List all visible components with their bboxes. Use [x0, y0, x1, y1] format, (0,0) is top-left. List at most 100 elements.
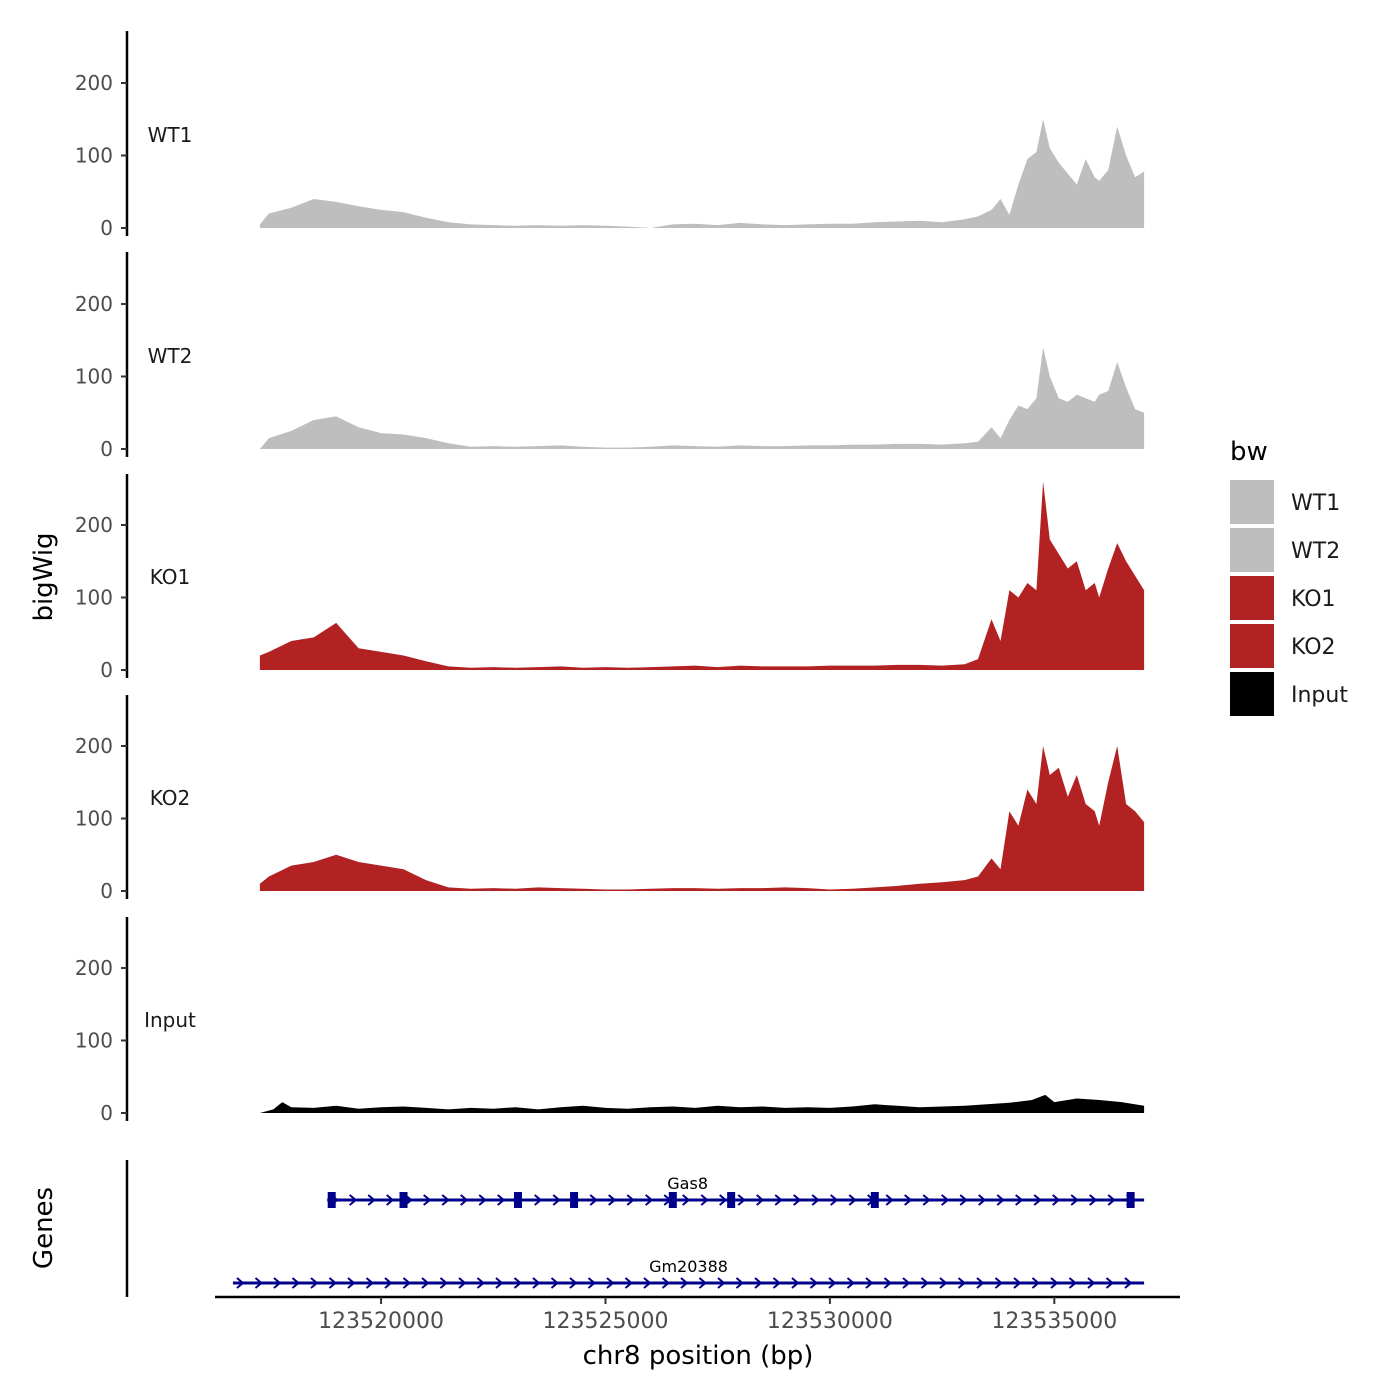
strand-arrow [402, 1277, 412, 1289]
track-panel-wt2: 0 100 200 WT2 [75, 252, 1145, 461]
y-tick-label: 100 [75, 144, 113, 168]
strand-arrow [254, 1277, 264, 1289]
y-tick-label: 0 [100, 658, 113, 682]
exon-block [399, 1192, 408, 1208]
strand-arrow [1070, 1194, 1079, 1206]
strand-arrow [310, 1277, 319, 1289]
track-label-ko2: KO2 [150, 786, 191, 810]
strand-arrow [495, 1277, 504, 1289]
legend-label-wt2: WT2 [1291, 539, 1340, 564]
y-tick-label: 200 [75, 71, 113, 95]
x-tick-label: 123525000 [542, 1309, 668, 1334]
strand-arrow [959, 1194, 968, 1206]
exon-block [870, 1192, 879, 1208]
x-axis: 123520000 123525000 123530000 123535000 [215, 1295, 1180, 1334]
strand-arrow [735, 1277, 745, 1289]
strand-arrow [1107, 1194, 1116, 1206]
strand-arrow [645, 1194, 654, 1206]
strand-arrow [291, 1277, 301, 1289]
legend-key-ko1 [1230, 576, 1274, 620]
coverage-area-input [259, 1094, 1145, 1113]
strand-arrow [513, 1277, 523, 1289]
strand-arrow [587, 1277, 597, 1289]
strand-arrow [328, 1277, 338, 1289]
strand-arrow [497, 1194, 506, 1206]
strand-arrow [478, 1194, 487, 1206]
strand-arrow [1050, 1277, 1059, 1289]
strand-arrow [550, 1277, 560, 1289]
strand-arrow [754, 1277, 763, 1289]
strand-arrow [441, 1194, 450, 1206]
strand-arrow [236, 1277, 245, 1289]
strand-arrow [386, 1194, 395, 1206]
strand-arrow [904, 1194, 913, 1206]
strand-arrow [865, 1277, 874, 1289]
gene-gas8: Gas8 [327, 1174, 1145, 1208]
legend-label-ko2: KO2 [1291, 635, 1336, 660]
y-tick-label: 0 [100, 437, 113, 461]
strand-arrow [885, 1194, 894, 1206]
strand-arrow [534, 1194, 543, 1206]
strand-arrow [976, 1277, 985, 1289]
coverage-area-ko1 [259, 481, 1145, 670]
exon-block [668, 1192, 677, 1208]
legend-key-wt2 [1230, 528, 1274, 572]
strand-arrow [774, 1194, 783, 1206]
strand-arrow [957, 1277, 967, 1289]
strand-arrow [421, 1277, 430, 1289]
y-tick-label: 100 [75, 807, 113, 831]
strand-arrow [1031, 1277, 1041, 1289]
y-tick-label: 100 [75, 1029, 113, 1053]
exon-block [727, 1192, 736, 1208]
strand-arrow [978, 1194, 987, 1206]
y-tick-label: 200 [75, 956, 113, 980]
strand-arrow [809, 1277, 819, 1289]
legend-key-input [1230, 672, 1274, 716]
strand-arrow [719, 1194, 728, 1206]
legend-label-input: Input [1291, 683, 1348, 708]
strand-arrow [717, 1277, 726, 1289]
legend: bw WT1 WT2 KO1 KO2 Input [1230, 437, 1348, 716]
strand-arrow [1087, 1277, 1096, 1289]
strand-arrow [1013, 1277, 1022, 1289]
strand-arrow [661, 1277, 671, 1289]
track-panel-wt1: 0 100 200 WT1 [75, 31, 1145, 240]
coverage-area-wt2 [259, 347, 1145, 449]
strand-arrow [994, 1277, 1004, 1289]
strand-arrow [922, 1194, 931, 1206]
strand-arrow [846, 1277, 856, 1289]
gene-label: Gas8 [667, 1174, 708, 1193]
strand-arrow [883, 1277, 893, 1289]
strand-arrow [384, 1277, 393, 1289]
strand-arrow [920, 1277, 930, 1289]
exon-block [570, 1192, 579, 1208]
y-tick-label: 100 [75, 365, 113, 389]
strand-arrow [1068, 1277, 1078, 1289]
strand-arrow [1052, 1194, 1061, 1206]
y-tick-label: 100 [75, 586, 113, 610]
track-panel-ko2: 0 100 200 KO2 [75, 695, 1145, 903]
strand-arrow [347, 1277, 356, 1289]
gene-track: Gas8 Gm20388 [125, 1160, 1145, 1297]
strand-arrow [830, 1194, 839, 1206]
y-tick-label: 200 [75, 292, 113, 316]
strand-arrow [552, 1194, 561, 1206]
strand-arrow [1033, 1194, 1042, 1206]
y-tick-label: 0 [100, 216, 113, 240]
strand-arrow [902, 1277, 911, 1289]
strand-arrow [828, 1277, 837, 1289]
strand-arrow [680, 1277, 689, 1289]
x-tick-label: 123535000 [991, 1309, 1117, 1334]
strand-arrow [608, 1194, 617, 1206]
gene-label: Gm20388 [649, 1257, 728, 1276]
strand-arrow [624, 1277, 634, 1289]
strand-arrow [793, 1194, 802, 1206]
legend-label-ko1: KO1 [1291, 587, 1336, 612]
strand-arrow [476, 1277, 486, 1289]
strand-arrow [1105, 1277, 1115, 1289]
strand-arrow [1015, 1194, 1024, 1206]
strand-arrow [439, 1277, 449, 1289]
strand-arrow [700, 1194, 709, 1206]
track-label-wt1: WT1 [148, 123, 193, 147]
x-tick-label: 123530000 [767, 1309, 893, 1334]
